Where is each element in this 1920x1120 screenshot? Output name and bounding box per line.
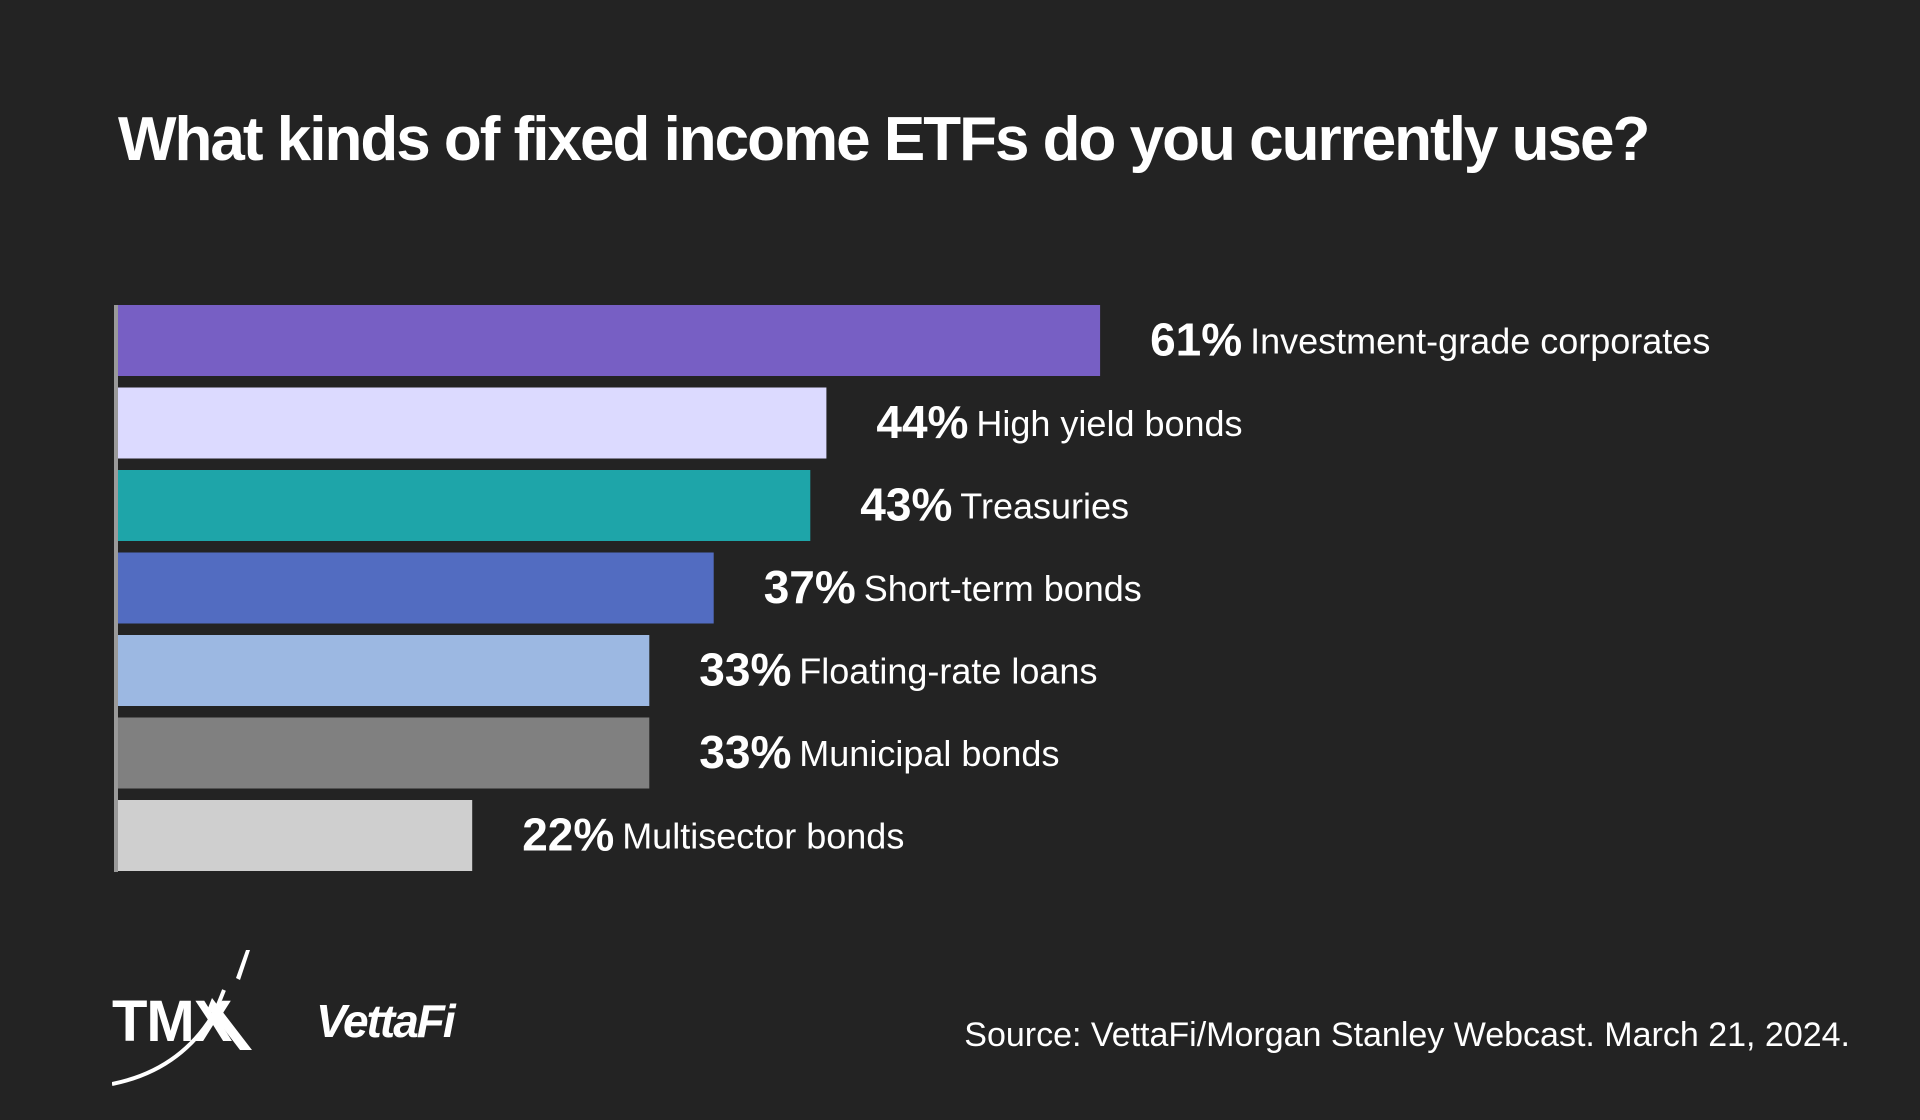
- bar-value-label-3: 37%: [764, 561, 856, 613]
- bar-value-label-0: 61%: [1150, 314, 1242, 366]
- bar-category-label-6: Multisector bonds: [622, 816, 904, 857]
- labels-group: 61% Investment-grade corporates 44% High yi…: [522, 314, 1710, 861]
- bar-value-label-5: 33%: [699, 726, 791, 778]
- source-note: Source: VettaFi/Morgan Stanley Webcast. …: [964, 1016, 1850, 1054]
- bars-group: [118, 305, 1101, 871]
- bar-category-label-4: Floating-rate loans: [799, 651, 1097, 692]
- bar-value-label-2: 43%: [860, 479, 952, 531]
- tmx-logo-text: TMX: [112, 989, 232, 1054]
- bar-6: [118, 800, 473, 871]
- vettafi-logo: VettaFi: [316, 995, 456, 1047]
- bar-category-label-5: Municipal bonds: [799, 733, 1059, 774]
- bar-3: [118, 552, 714, 624]
- bar-category-label-2: Treasuries: [960, 486, 1129, 527]
- bar-4: [118, 635, 650, 706]
- bar-0: [118, 305, 1101, 376]
- bar-category-label-1: High yield bonds: [976, 403, 1242, 444]
- chart-title: What kinds of fixed income ETFs do you c…: [118, 105, 1650, 174]
- bar-value-label-4: 33%: [699, 644, 791, 696]
- tmx-swoosh-icon: [112, 950, 252, 1086]
- bar-1: [118, 387, 827, 459]
- bar-5: [118, 717, 650, 789]
- bar-category-label-0: Investment-grade corporates: [1250, 321, 1710, 362]
- bar-value-label-1: 44%: [876, 396, 968, 448]
- bar-category-label-3: Short-term bonds: [864, 568, 1142, 609]
- bar-value-label-6: 22%: [522, 809, 614, 861]
- bar-2: [118, 470, 811, 541]
- tmx-logo: TMX: [112, 950, 262, 1086]
